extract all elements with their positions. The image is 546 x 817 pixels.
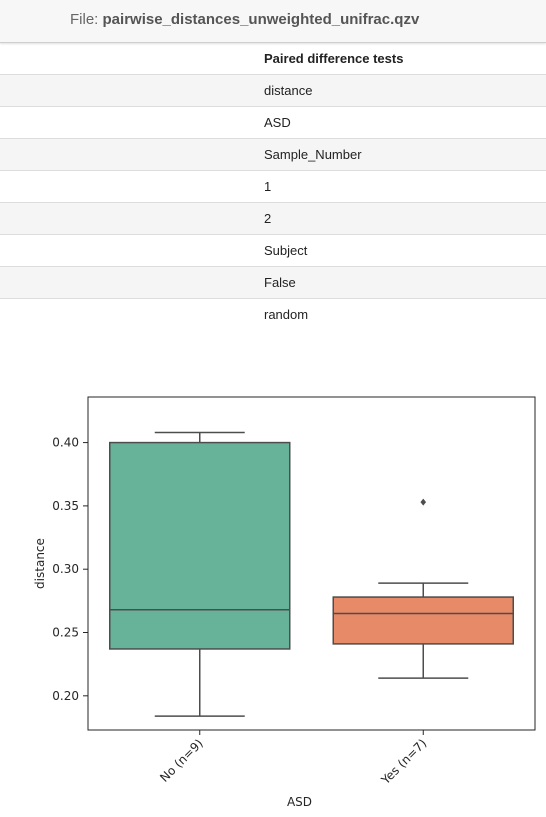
file-prefix: File: bbox=[70, 11, 99, 28]
y-tick-label: 0.35 bbox=[52, 499, 79, 513]
x-tick-label: No (n=9) bbox=[157, 736, 206, 785]
y-tick-label: 0.40 bbox=[52, 436, 79, 450]
y-axis-label: distance bbox=[33, 538, 47, 589]
table-cell: 1 bbox=[264, 179, 272, 194]
file-name: pairwise_distances_unweighted_unifrac.qz… bbox=[102, 11, 420, 28]
table-row: 1 bbox=[0, 171, 546, 203]
table-row: distance bbox=[0, 75, 546, 107]
table-cell: random bbox=[264, 307, 309, 322]
outlier-point bbox=[420, 498, 427, 506]
table-row: 2 bbox=[0, 203, 546, 235]
box-yes bbox=[332, 596, 514, 645]
table-row: False bbox=[0, 267, 546, 299]
table-cell: 2 bbox=[264, 211, 272, 226]
table-header: Paired difference tests bbox=[264, 51, 404, 66]
y-tick-label: 0.20 bbox=[52, 689, 79, 703]
table-row: random bbox=[0, 299, 546, 331]
box-no bbox=[109, 441, 291, 650]
table-cell: distance bbox=[264, 83, 313, 98]
boxplot-chart: 0.20 0.25 0.30 0.35 0.40 No (n=9) Yes (n=7) ASD… bbox=[33, 396, 536, 809]
table-cell: False bbox=[264, 275, 296, 290]
y-tick-label: 0.25 bbox=[52, 626, 79, 640]
table-row: ASD bbox=[0, 107, 546, 139]
file-title: File: pairwise_distances_unweighted_unif… bbox=[70, 11, 419, 28]
table-cell: ASD bbox=[264, 115, 291, 130]
table-cell: Subject bbox=[264, 243, 308, 258]
table-header-row: Paired difference tests bbox=[0, 43, 546, 75]
y-tick-label: 0.30 bbox=[52, 562, 79, 576]
params-table: Paired difference tests distance ASD Sam… bbox=[0, 43, 546, 331]
x-axis-label: ASD bbox=[287, 795, 312, 809]
table-cell: Sample_Number bbox=[264, 147, 362, 162]
table-row: Sample_Number bbox=[0, 139, 546, 171]
file-header: File: pairwise_distances_unweighted_unif… bbox=[0, 0, 546, 43]
table-row: Subject bbox=[0, 235, 546, 267]
plot-frame bbox=[87, 396, 536, 731]
x-tick-label: Yes (n=7) bbox=[378, 736, 430, 788]
